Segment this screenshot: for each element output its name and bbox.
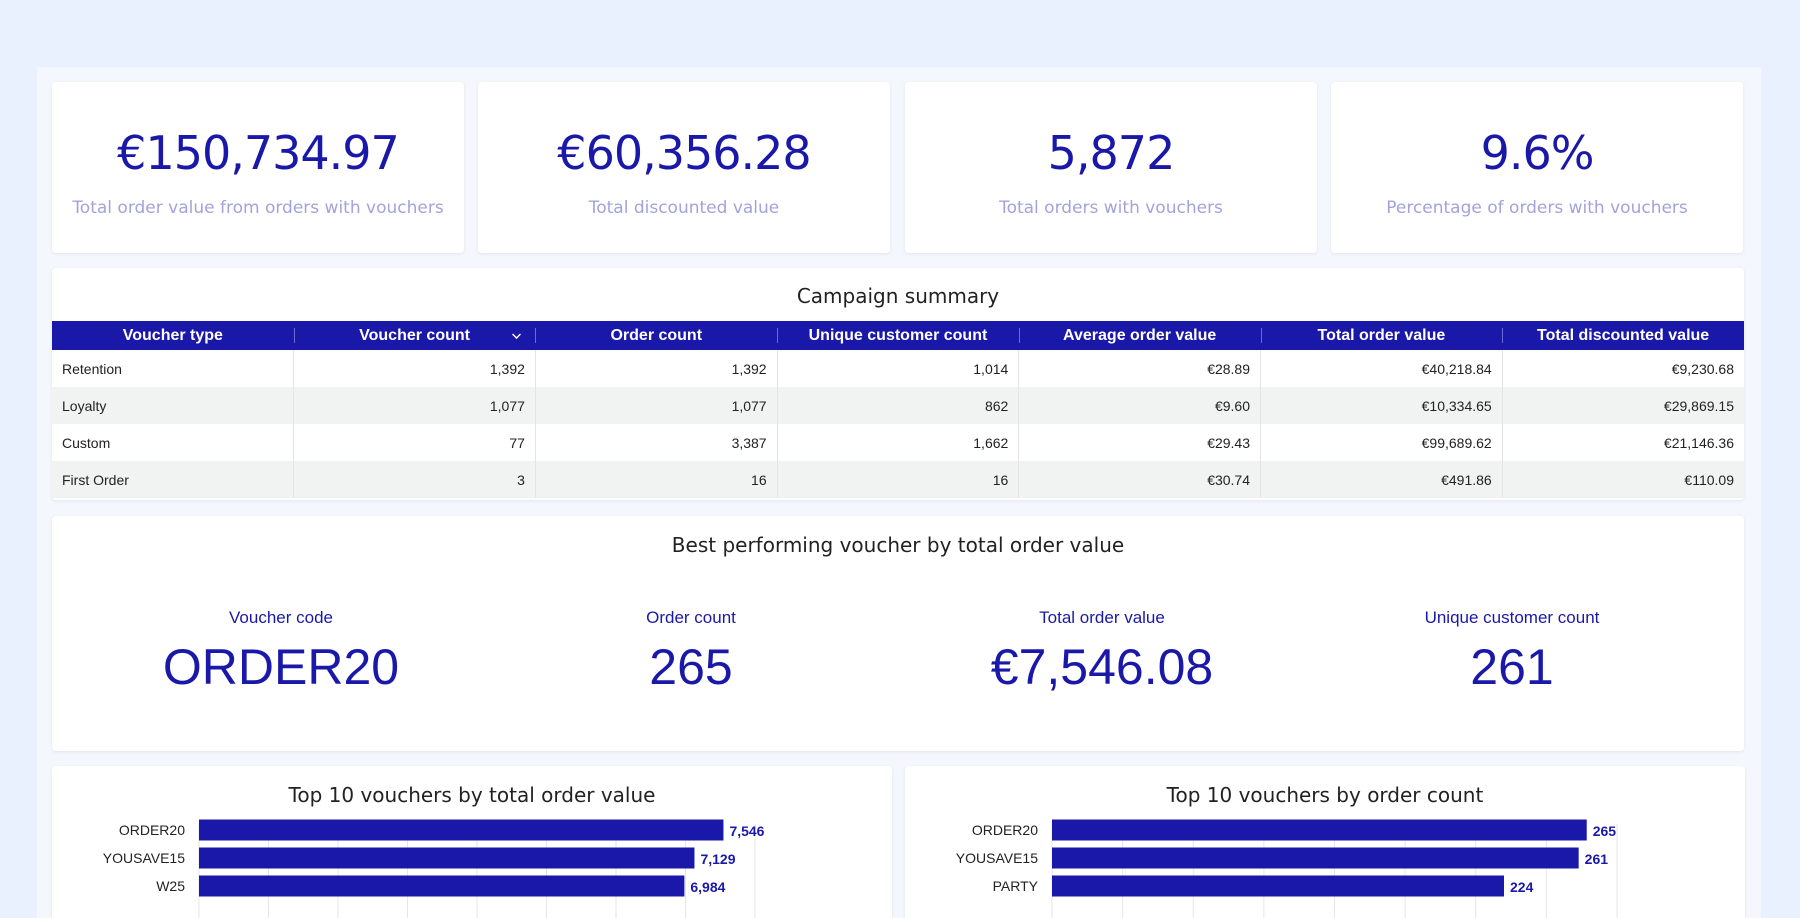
chart-card-order-count: Top 10 vouchers by order count ORDER20 26… <box>905 766 1745 918</box>
bar-value-label: 261 <box>1585 851 1609 867</box>
column-header-unique-customer-count[interactable]: Unique customer count <box>777 321 1019 350</box>
kpi-label: Total discounted value <box>588 198 780 218</box>
bar[interactable] <box>1052 875 1504 897</box>
column-header-voucher-count[interactable]: Voucher count <box>293 321 536 350</box>
campaign-summary-title: Campaign summary <box>796 284 1000 308</box>
bar-value-label: 7,546 <box>729 823 764 839</box>
table-cell: 1,077 <box>293 387 536 424</box>
table-cell: €40,218.84 <box>1260 350 1503 387</box>
column-header-label: Voucher count <box>359 326 470 344</box>
metric-value: €7,546.08 <box>990 639 1214 695</box>
category-label: YOUSAVE15 <box>103 850 185 866</box>
kpi-card-percentage-orders: 9.6% Percentage of orders with vouchers <box>1331 82 1743 253</box>
kpi-card-total-orders: 5,872 Total orders with vouchers <box>905 82 1317 253</box>
table-cell: Retention <box>62 360 122 377</box>
table-row: Loyalty 1,077 1,077 862 €9.60 €10,334.65… <box>52 387 1744 424</box>
table-cell: 1,392 <box>293 350 536 387</box>
table-cell: €28.89 <box>1018 350 1261 387</box>
table-cell: 862 <box>776 387 1019 424</box>
bar-chart-order-count: ORDER20 265 YOUSAVE15 261 PARTY 224 <box>956 819 1618 918</box>
chart-title: Top 10 vouchers by order count <box>1166 783 1484 807</box>
bar-value-label: 7,129 <box>700 851 735 867</box>
table-cell: 1,014 <box>776 350 1019 387</box>
table-header-row: Voucher type Voucher count Order count U… <box>52 321 1744 350</box>
table-cell: €9.60 <box>1018 387 1261 424</box>
table-cell: €30.74 <box>1018 461 1261 498</box>
best-voucher-card: Best performing voucher by total order v… <box>52 516 1744 751</box>
campaign-summary-card: Campaign summary Voucher type Voucher co… <box>52 268 1744 500</box>
best-voucher-unique-customers: Unique customer count 261 <box>1312 608 1712 696</box>
table-cell: 16 <box>534 461 778 498</box>
table-cell: €29,869.15 <box>1501 387 1744 424</box>
bar-value-label: 224 <box>1510 879 1534 895</box>
metric-label: Order count <box>646 608 736 627</box>
best-voucher-code: Voucher code ORDER20 <box>81 608 481 696</box>
category-label: ORDER20 <box>972 822 1038 838</box>
category-label: ORDER20 <box>119 822 185 838</box>
table-cell: Loyalty <box>52 387 294 424</box>
table-cell: 1,077 <box>534 387 778 424</box>
table-cell: 77 <box>293 424 536 461</box>
metric-label: Total order value <box>1039 608 1165 627</box>
table-cell: €99,689.62 <box>1260 424 1503 461</box>
kpi-value: €60,356.28 <box>557 126 811 180</box>
table-cell: €10,334.65 <box>1260 387 1503 424</box>
bar[interactable] <box>1052 847 1579 869</box>
metric-value: 261 <box>1470 639 1554 695</box>
table-cell: First Order <box>52 461 294 498</box>
table-row: Custom 77 3,387 1,662 €29.43 €99,689.62 … <box>52 424 1744 461</box>
best-voucher-title: Best performing voucher by total order v… <box>671 533 1125 557</box>
kpi-label: Total order value from orders with vouch… <box>72 198 444 218</box>
best-voucher-total-order-value: Total order value €7,546.08 <box>902 608 1302 696</box>
bar-value-label: 265 <box>1593 823 1617 839</box>
column-header-voucher-type[interactable]: Voucher type <box>52 321 294 350</box>
bar-chart-total-order-value: ORDER20 7,546 YOUSAVE15 7,129 W25 6,984 <box>103 819 765 918</box>
category-label: W25 <box>156 878 185 894</box>
table-row: First Order 3 16 16 €30.74 €491.86 €110.… <box>52 461 1744 498</box>
bar[interactable] <box>199 847 695 869</box>
chart-title: Top 10 vouchers by total order value <box>288 783 656 807</box>
table-cell: 1,662 <box>776 424 1019 461</box>
bar[interactable] <box>1052 819 1587 841</box>
kpi-card-total-order-value: €150,734.97 Total order value from order… <box>52 82 464 253</box>
table-row: Retention 1,392 1,392 1,014 €28.89 €40,2… <box>52 350 1744 387</box>
kpi-label: Percentage of orders with vouchers <box>1386 198 1688 218</box>
metric-value: ORDER20 <box>162 639 400 695</box>
metric-label: Unique customer count <box>1424 608 1600 627</box>
campaign-summary-table: Voucher type Voucher count Order count U… <box>52 321 1744 498</box>
best-voucher-order-count: Order count 265 <box>491 608 891 696</box>
table-cell: Custom <box>62 434 111 451</box>
table-cell: €21,146.36 <box>1501 424 1744 461</box>
kpi-value: 5,872 <box>1047 126 1176 180</box>
bar[interactable] <box>199 875 685 897</box>
column-header-order-count[interactable]: Order count <box>535 321 778 350</box>
kpi-label: Total orders with vouchers <box>999 198 1223 218</box>
table-cell: 3 <box>293 461 536 498</box>
metric-label: Voucher code <box>229 608 333 627</box>
category-label: YOUSAVE15 <box>956 850 1038 866</box>
chevron-down-icon[interactable] <box>512 330 522 339</box>
kpi-value: €150,734.97 <box>117 126 400 180</box>
column-header-average-order-value[interactable]: Average order value <box>1018 321 1261 350</box>
table-cell: €110.09 <box>1501 461 1744 498</box>
table-cell: 1,392 <box>534 350 778 387</box>
kpi-card-total-discounted-value: €60,356.28 Total discounted value <box>478 82 890 253</box>
chart-card-total-order-value: Top 10 vouchers by total order value ORD… <box>52 766 892 918</box>
kpi-value: 9.6% <box>1480 126 1595 180</box>
metric-value: 265 <box>649 639 733 695</box>
table-cell: €9,230.68 <box>1501 350 1744 387</box>
table-cell: €29.43 <box>1018 424 1261 461</box>
table-cell: €491.86 <box>1260 461 1503 498</box>
table-cell: 3,387 <box>534 424 778 461</box>
category-label: PARTY <box>993 878 1039 894</box>
table-cell: 16 <box>776 461 1019 498</box>
column-header-total-discounted-value[interactable]: Total discounted value <box>1502 321 1744 350</box>
bar-value-label: 6,984 <box>690 879 725 895</box>
column-header-total-order-value[interactable]: Total order value <box>1260 321 1503 350</box>
bar[interactable] <box>199 819 724 841</box>
